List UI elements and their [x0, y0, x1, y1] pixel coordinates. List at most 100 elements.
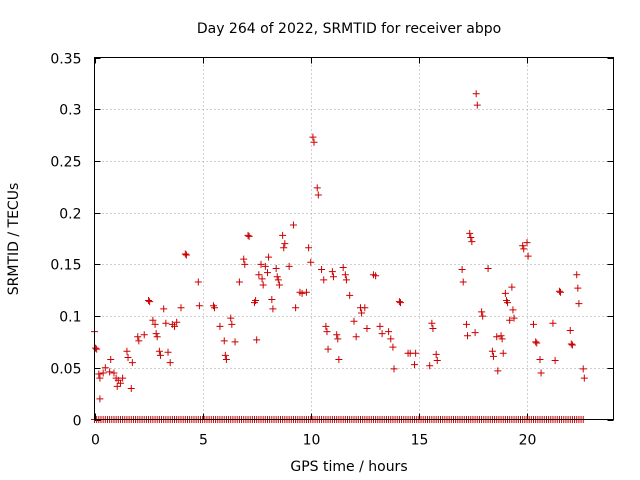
data-point — [245, 232, 253, 240]
data-point — [265, 253, 273, 261]
data-point — [358, 309, 366, 317]
data-point — [318, 266, 326, 274]
x-tick-labels: 0 5 10 15 20 — [91, 433, 536, 449]
data-point — [275, 281, 283, 289]
data-point — [216, 322, 224, 330]
data-point — [182, 251, 190, 259]
data-point — [140, 331, 148, 339]
data-point — [95, 370, 103, 378]
data-point — [322, 322, 330, 330]
data-point — [372, 272, 380, 280]
data-point — [298, 289, 306, 297]
data-point — [411, 361, 419, 369]
data-point — [280, 244, 288, 252]
data-point — [567, 340, 575, 348]
data-point — [160, 305, 168, 313]
data-point — [350, 317, 358, 325]
data-point — [494, 367, 502, 375]
data-point — [329, 273, 337, 281]
data-point — [428, 319, 436, 327]
data-point — [164, 348, 172, 356]
data-point — [575, 300, 583, 308]
data-point — [471, 329, 479, 337]
data-point — [333, 331, 341, 339]
data-point — [274, 276, 282, 284]
data-point — [309, 133, 317, 141]
y-tick-label: 0.3 — [59, 103, 81, 119]
data-point — [523, 239, 531, 247]
plot-frame — [94, 57, 614, 420]
x-tick-label: 5 — [199, 433, 208, 449]
grid-layer — [94, 57, 614, 420]
data-point — [292, 304, 300, 312]
data-point — [279, 231, 287, 239]
data-point — [113, 382, 121, 390]
data-point — [580, 374, 588, 382]
data-point — [173, 318, 181, 326]
data-point — [244, 231, 252, 239]
data-point — [566, 327, 574, 335]
data-point — [101, 364, 109, 372]
data-point — [281, 240, 289, 248]
data-point — [324, 345, 332, 353]
data-point — [506, 316, 514, 324]
data-point — [376, 322, 384, 330]
data-point — [568, 341, 576, 349]
data-point — [258, 275, 266, 283]
data-point — [123, 347, 131, 355]
data-point — [433, 357, 441, 365]
data-point — [106, 368, 114, 376]
data-point — [231, 338, 239, 346]
data-point — [307, 258, 315, 266]
data-point — [429, 324, 437, 332]
data-point — [536, 356, 544, 364]
data-point — [497, 332, 505, 340]
data-point — [259, 281, 267, 289]
data-point — [257, 260, 265, 268]
data-point — [549, 319, 557, 327]
data-point — [479, 312, 487, 320]
data-point — [458, 266, 466, 274]
data-point — [289, 221, 297, 229]
y-tick-label: 0.1 — [59, 310, 81, 326]
data-point — [255, 271, 263, 279]
data-point — [334, 335, 342, 343]
data-point — [390, 365, 398, 373]
data-point — [285, 262, 293, 270]
data-point — [124, 353, 132, 361]
data-point — [211, 304, 219, 312]
x-tick-label: 20 — [519, 433, 537, 449]
data-point — [194, 278, 202, 286]
data-point — [537, 369, 545, 377]
data-point — [96, 395, 104, 403]
y-tick-labels: 0 0.05 0.1 0.15 0.2 0.25 0.3 0.35 — [50, 52, 81, 430]
data-point — [529, 320, 537, 328]
data-point — [146, 298, 154, 306]
data-point — [432, 350, 440, 358]
data-point — [520, 245, 528, 253]
data-point — [166, 359, 174, 367]
data-point — [116, 379, 124, 387]
data-point — [241, 260, 249, 268]
data-point — [162, 319, 170, 327]
data-point — [467, 233, 475, 241]
data-point — [472, 90, 480, 98]
data-point — [273, 273, 281, 281]
chart-title: Day 264 of 2022, SRMTID for receiver abp… — [197, 21, 501, 37]
data-point — [387, 335, 395, 343]
data-point — [268, 296, 276, 304]
data-point — [119, 374, 127, 382]
data-point — [532, 338, 540, 346]
data-point — [313, 184, 321, 192]
data-point — [339, 263, 347, 271]
data-point — [128, 359, 136, 367]
data-point — [508, 283, 516, 291]
tick-layer — [94, 57, 614, 421]
data-point — [555, 287, 563, 295]
data-point — [361, 304, 369, 312]
data-point — [484, 264, 492, 272]
data-point — [156, 351, 164, 359]
y-tick-label: 0.2 — [59, 207, 81, 223]
data-point — [181, 250, 189, 258]
